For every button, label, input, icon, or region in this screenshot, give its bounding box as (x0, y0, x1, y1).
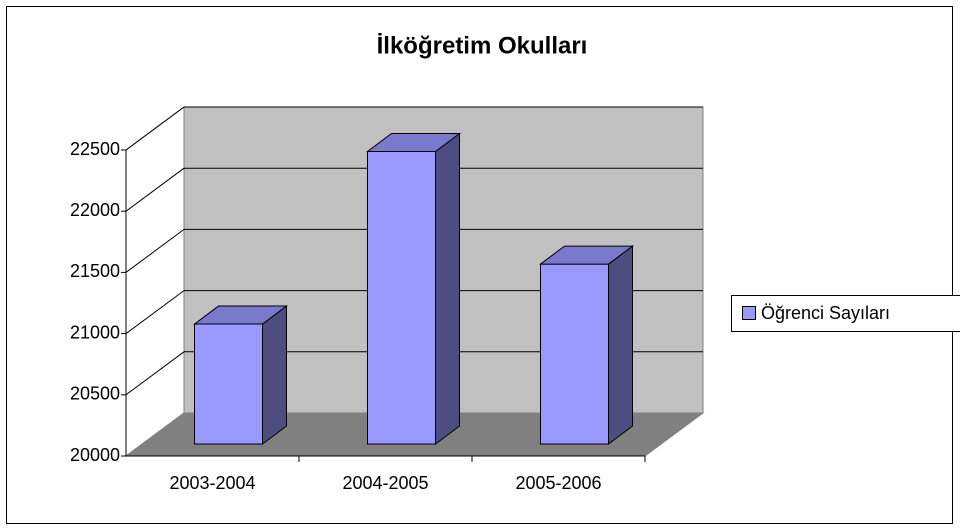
x-tick-label: 2003-2004 (169, 473, 255, 493)
bar-front (194, 323, 263, 445)
bar-side (262, 305, 287, 445)
legend-box (731, 295, 960, 332)
bar-top (193, 305, 288, 325)
bar-side (435, 132, 460, 445)
legend-swatch (742, 306, 756, 320)
grid-line (125, 290, 185, 335)
bar (193, 305, 288, 445)
grid-line (125, 228, 185, 273)
y-tick-label: 20000 (70, 445, 120, 465)
bar-top (366, 132, 461, 152)
y-tick-label: 22000 (70, 200, 120, 220)
bar-front (540, 263, 609, 445)
side-wall (125, 106, 185, 457)
bar (538, 245, 635, 445)
x-tick-label: 2005-2006 (515, 473, 601, 493)
bar (366, 132, 461, 445)
bar-top (538, 245, 635, 265)
y-tick-label: 21500 (70, 261, 120, 281)
y-tick-label: 22500 (70, 139, 120, 159)
bar-side (608, 245, 633, 445)
grid-line (125, 167, 185, 212)
y-tick-label: 20500 (70, 384, 120, 404)
grid-line (125, 351, 185, 396)
x-tick-label: 2004-2005 (342, 473, 428, 493)
grid-line (125, 106, 185, 151)
legend-label: Öğrenci Sayıları (761, 303, 890, 323)
chart-title: İlköğretim Okulları (377, 32, 588, 59)
bar-front (367, 150, 436, 445)
y-tick-label: 21000 (70, 322, 120, 342)
